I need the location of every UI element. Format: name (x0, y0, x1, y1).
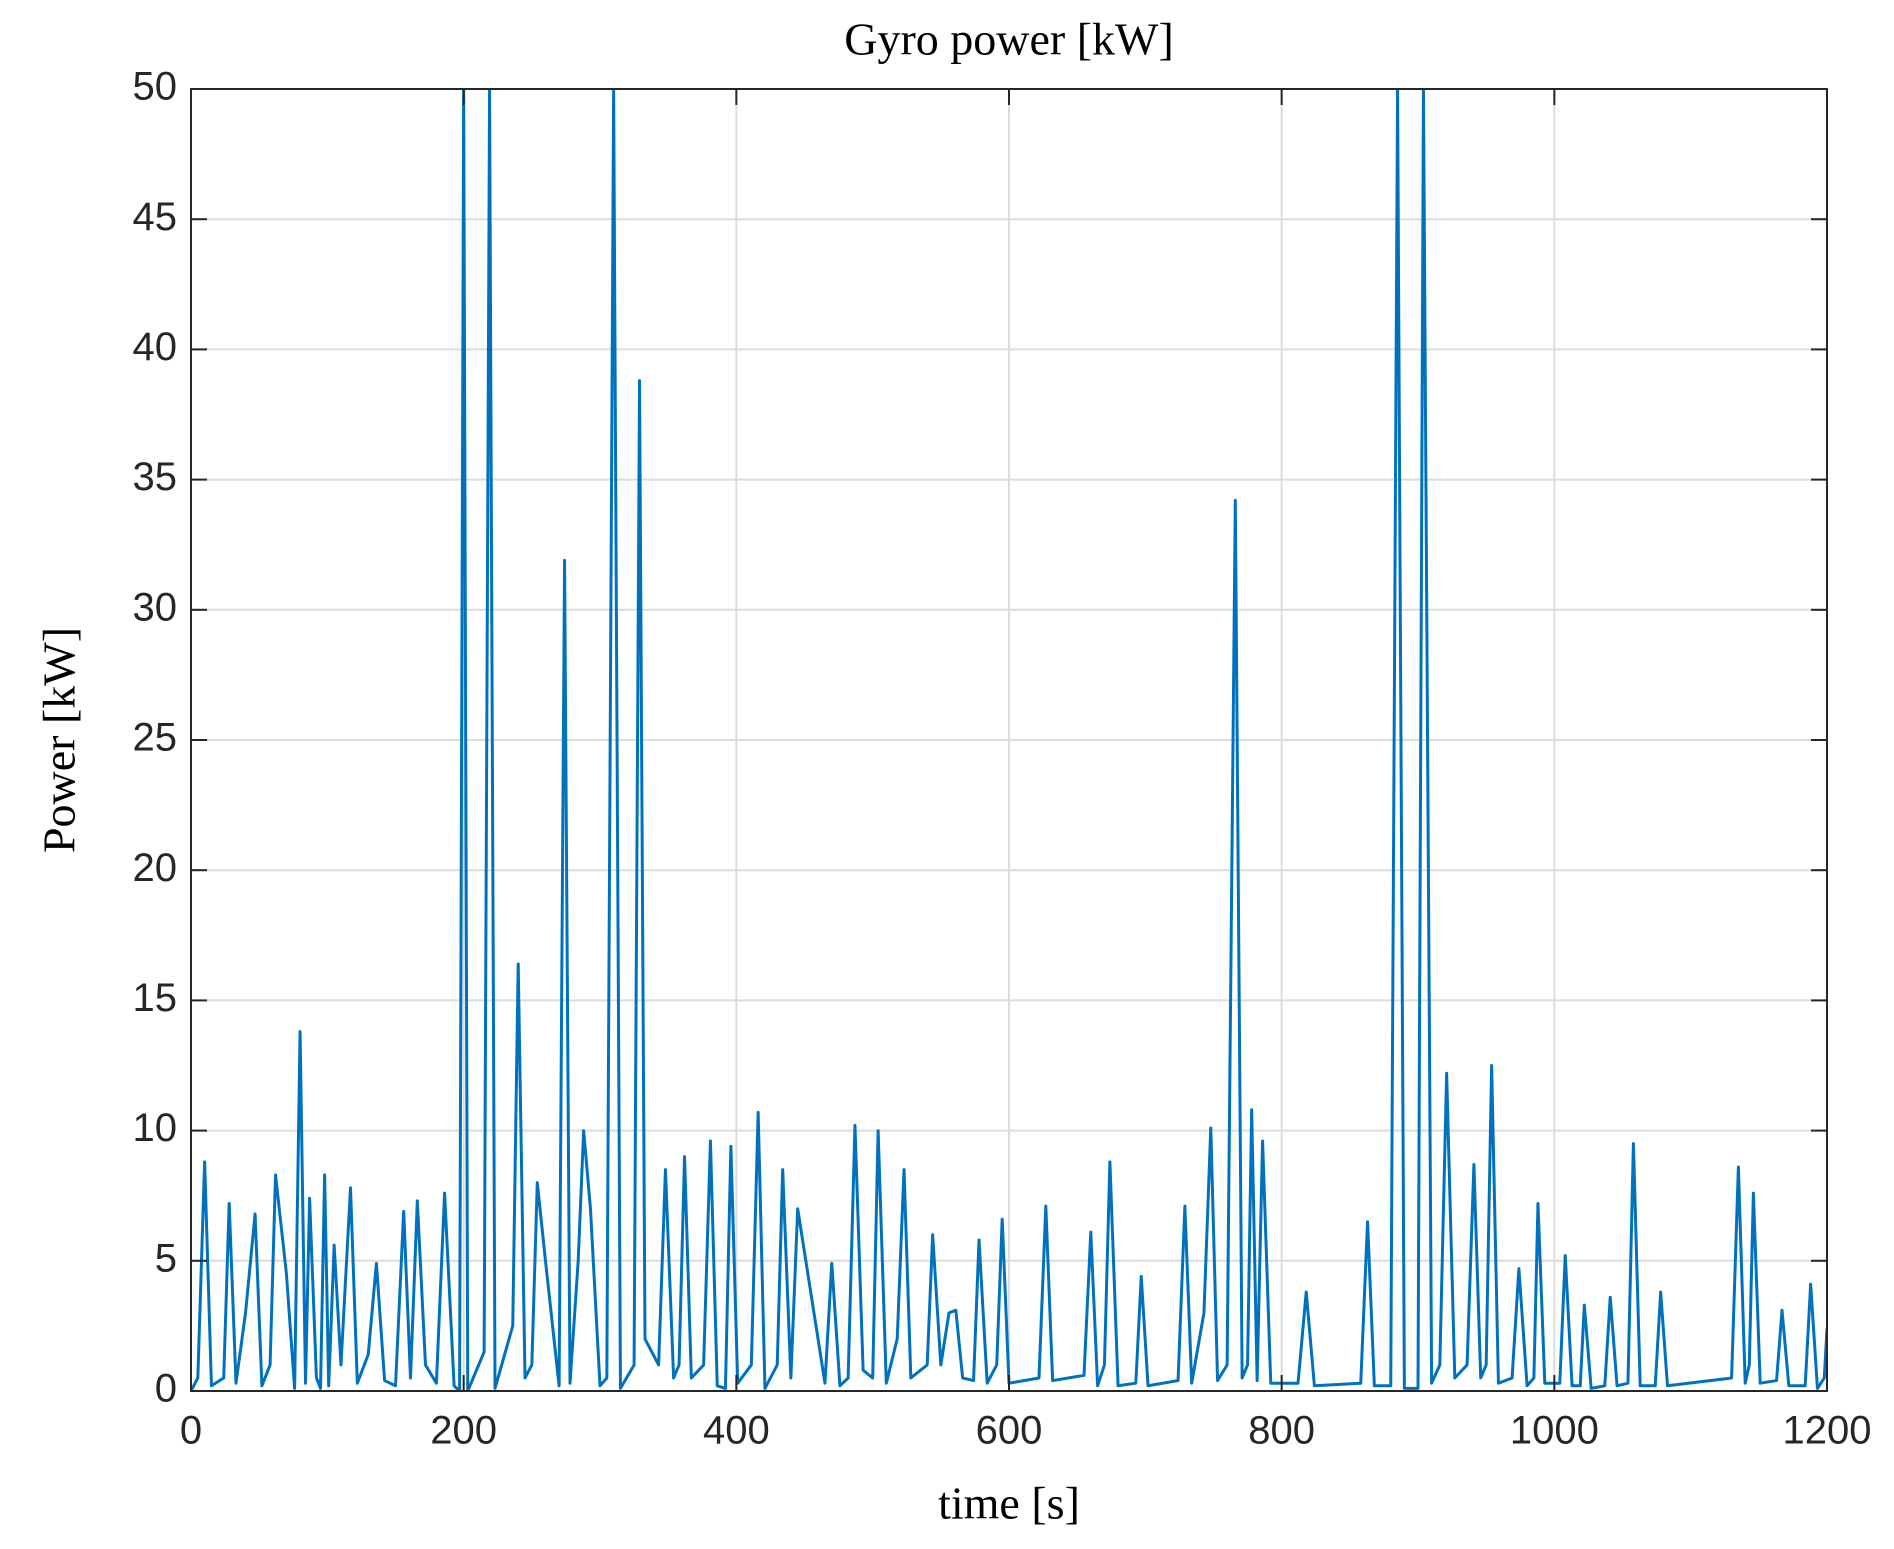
y-tick-label: 10 (133, 1106, 178, 1150)
y-tick-label: 40 (133, 325, 178, 369)
y-tick-label: 50 (133, 65, 178, 109)
y-tick-label: 30 (133, 585, 178, 629)
y-tick-label: 25 (133, 716, 178, 760)
x-tick-label: 1000 (1510, 1409, 1599, 1453)
y-tick-label: 35 (133, 455, 178, 499)
y-axis-label: Power [kW] (34, 627, 85, 853)
x-tick-label: 200 (430, 1409, 497, 1453)
y-tick-label: 20 (133, 846, 178, 890)
x-tick-label: 0 (180, 1409, 202, 1453)
x-tick-label: 400 (703, 1409, 770, 1453)
y-tick-label: 5 (155, 1236, 177, 1280)
chart-title: Gyro power [kW] (844, 14, 1174, 65)
ticks: 0 5 10 15 20 25 30 35 40 45 50 0 200 400 600 800 1000 120… (133, 65, 1872, 1453)
y-tick-label: 45 (133, 195, 178, 239)
y-tick-label: 15 (133, 976, 178, 1020)
plot (191, 89, 1827, 1391)
x-tick-label: 800 (1248, 1409, 1315, 1453)
x-axis-label: time [s] (938, 1478, 1080, 1529)
data-line (191, 89, 1827, 1391)
x-tick-label: 600 (976, 1409, 1043, 1453)
y-tick-label: 0 (155, 1367, 177, 1411)
x-tick-label: 1200 (1783, 1409, 1872, 1453)
